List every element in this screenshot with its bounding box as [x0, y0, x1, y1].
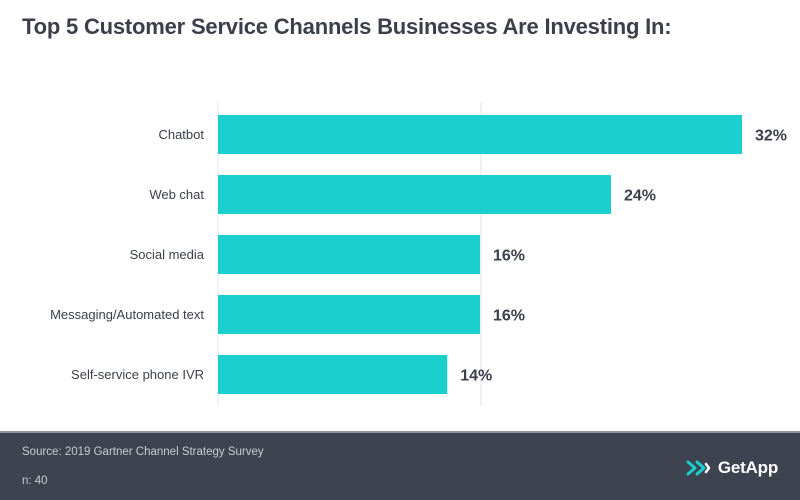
bar-chart: Chatbot 32% Web chat 24% Social media 16% Mess…	[50, 102, 787, 406]
chart-title: Top 5 Customer Service Channels Business…	[22, 14, 672, 39]
value-label: 16%	[493, 308, 525, 325]
category-label: Web chat	[149, 187, 204, 202]
source-text: Source: 2019 Gartner Channel Strategy Su…	[22, 446, 264, 458]
bar	[218, 355, 448, 394]
bar	[218, 235, 480, 274]
category-label: Social media	[130, 247, 205, 262]
category-label: Messaging/Automated text	[50, 307, 204, 322]
value-label: 32%	[755, 128, 787, 145]
brand-name: GetApp	[717, 458, 778, 477]
getapp-chevron-icon	[686, 460, 711, 476]
value-label: 16%	[493, 248, 525, 265]
bar	[218, 175, 611, 214]
sample-size-text: n: 40	[22, 475, 48, 487]
bar	[218, 295, 480, 334]
value-label: 14%	[460, 368, 492, 385]
category-label: Chatbot	[158, 127, 204, 142]
bar	[218, 115, 742, 154]
getapp-logo[interactable]: GetApp	[686, 458, 778, 478]
footer: Source: 2019 Gartner Channel Strategy Su…	[0, 431, 800, 500]
category-label: Self-service phone IVR	[71, 367, 204, 382]
value-label: 24%	[624, 188, 656, 205]
